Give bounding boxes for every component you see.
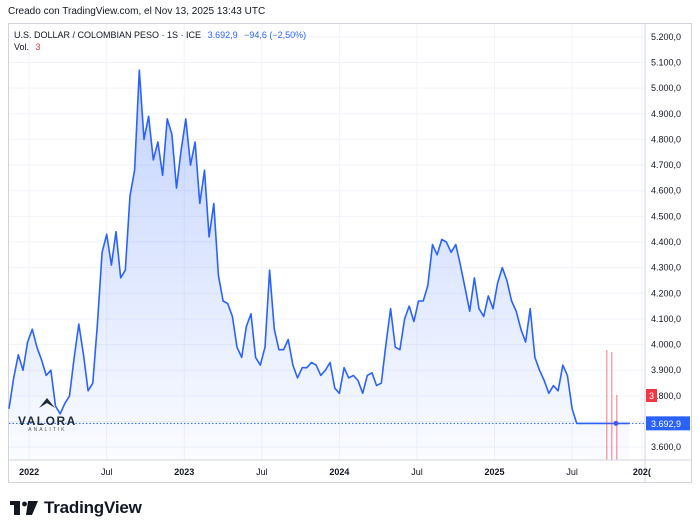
price-line[interactable] xyxy=(8,69,630,425)
y-tick-label: 5.100,0 xyxy=(651,57,681,67)
volume-value: 3 xyxy=(35,42,41,52)
y-tick-label: 4.300,0 xyxy=(651,263,681,273)
valora-watermark: VALORA ANALITIK xyxy=(18,396,77,433)
y-tick-label: 4.000,0 xyxy=(651,340,681,350)
y-tick-label: 4.100,0 xyxy=(651,314,681,324)
tradingview-footer[interactable]: TradingView xyxy=(10,498,142,518)
price-change-value: −94,6 (−2,50%) xyxy=(244,30,307,40)
valora-logo-icon xyxy=(39,398,56,408)
valora-name: VALORA xyxy=(18,414,77,428)
y-tick-label: 4.600,0 xyxy=(651,186,681,196)
price-tag xyxy=(646,416,690,431)
price-axis[interactable]: 3.600,03.700,03.800,03.900,04.000,04.100… xyxy=(644,24,690,482)
last-price-marker xyxy=(613,420,619,426)
y-tick-label: 3.600,0 xyxy=(651,442,681,452)
y-tick-label: 3.900,0 xyxy=(651,365,681,375)
y-tick-label: 4.500,0 xyxy=(651,211,681,221)
x-tick-label: 202( xyxy=(633,467,651,477)
last-price-value: 3.692,9 xyxy=(207,30,238,40)
volume-label[interactable]: Vol. xyxy=(14,42,30,52)
chart-frame xyxy=(8,23,692,483)
tradingview-logo-icon xyxy=(10,501,38,515)
y-tick-label: 4.400,0 xyxy=(651,237,681,247)
x-tick-label: 2025 xyxy=(485,467,505,477)
chart-legend: U.S. DOLLAR / COLOMBIAN PESO · 1S · ICE … xyxy=(14,29,306,53)
x-tick-label: 2023 xyxy=(174,467,194,477)
x-tick-label: Jul xyxy=(411,467,423,477)
creation-note: Creado con TradingView.com, el Nov 13, 2… xyxy=(8,6,266,17)
symbol-label[interactable]: U.S. DOLLAR / COLOMBIAN PESO · 1S · ICE xyxy=(14,30,202,40)
plot-area xyxy=(8,69,645,460)
x-tick-label: Jul xyxy=(256,467,268,477)
y-tick-label: 4.200,0 xyxy=(651,288,681,298)
volume-bar xyxy=(616,395,618,460)
x-tick-label: 2022 xyxy=(19,467,39,477)
y-tick-label: 5.000,0 xyxy=(651,83,681,93)
y-tick-label: 4.800,0 xyxy=(651,134,681,144)
volume-bar xyxy=(611,352,613,460)
valora-subtitle: ANALITIK xyxy=(28,427,67,433)
y-tick-label: 3.800,0 xyxy=(651,391,681,401)
x-tick-label: 2024 xyxy=(329,467,349,477)
price-area-fill xyxy=(9,70,630,460)
x-tick-label: Jul xyxy=(101,467,113,477)
volume-tag xyxy=(646,389,657,402)
volume-tag-label: 3 xyxy=(649,391,654,401)
y-tick-label: 4.700,0 xyxy=(651,160,681,170)
y-tick-label: 4.900,0 xyxy=(651,109,681,119)
volume-bar xyxy=(606,350,608,460)
x-tick-label: Jul xyxy=(566,467,578,477)
y-tick-label: 5.200,0 xyxy=(651,32,681,42)
price-tag-label: 3.692,9 xyxy=(651,419,681,429)
time-axis[interactable]: 2022 Jul 2023 Jul 2024 Jul 2025 Jul 202( xyxy=(9,459,691,477)
tradingview-brand: TradingView xyxy=(44,498,142,517)
